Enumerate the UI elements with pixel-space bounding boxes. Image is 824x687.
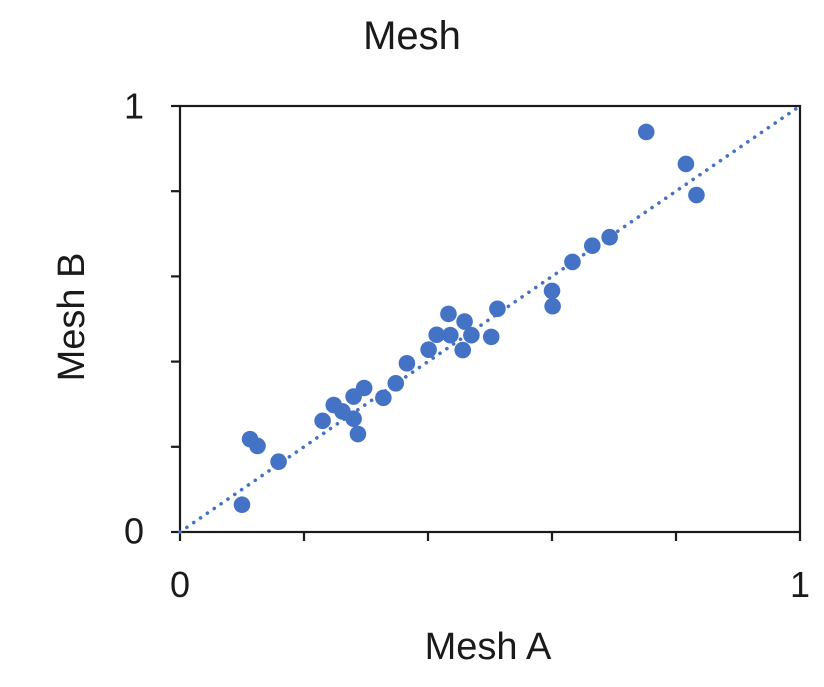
data-point [375,389,392,407]
data-point [387,375,405,392]
data-point [233,496,251,514]
reference-trend-line [178,104,802,534]
x-axis-tick-label-max: 1 [790,564,810,605]
data-point [677,155,695,173]
plot-dynamic-layer [171,104,802,541]
data-point [345,410,362,427]
data-point [543,282,561,300]
plot-area-border [178,104,802,534]
y-axis-tick-label-min: 0 [124,511,144,552]
y-axis-title: Mesh B [51,253,93,382]
data-point [420,341,437,358]
data-point [442,326,459,344]
data-point [637,123,655,141]
data-point [489,300,506,318]
data-point [584,237,601,255]
data-point [564,253,581,271]
data-point [456,313,473,330]
data-point [428,326,445,344]
data-point [249,437,266,455]
data-point [544,297,561,315]
data-point [349,425,367,443]
data-point [454,341,472,359]
x-axis-title: Mesh A [425,626,552,668]
data-point [482,328,500,346]
data-point [601,228,618,246]
data-point [314,412,331,430]
data-point [463,326,480,344]
y-axis-tick-label-max: 1 [124,86,144,127]
chart-title: Mesh [363,14,461,58]
data-point [398,355,416,372]
data-point [270,453,287,471]
data-point [688,186,705,204]
x-axis-tick-label-min: 0 [170,564,190,605]
data-point [440,305,457,323]
data-point [355,379,373,397]
